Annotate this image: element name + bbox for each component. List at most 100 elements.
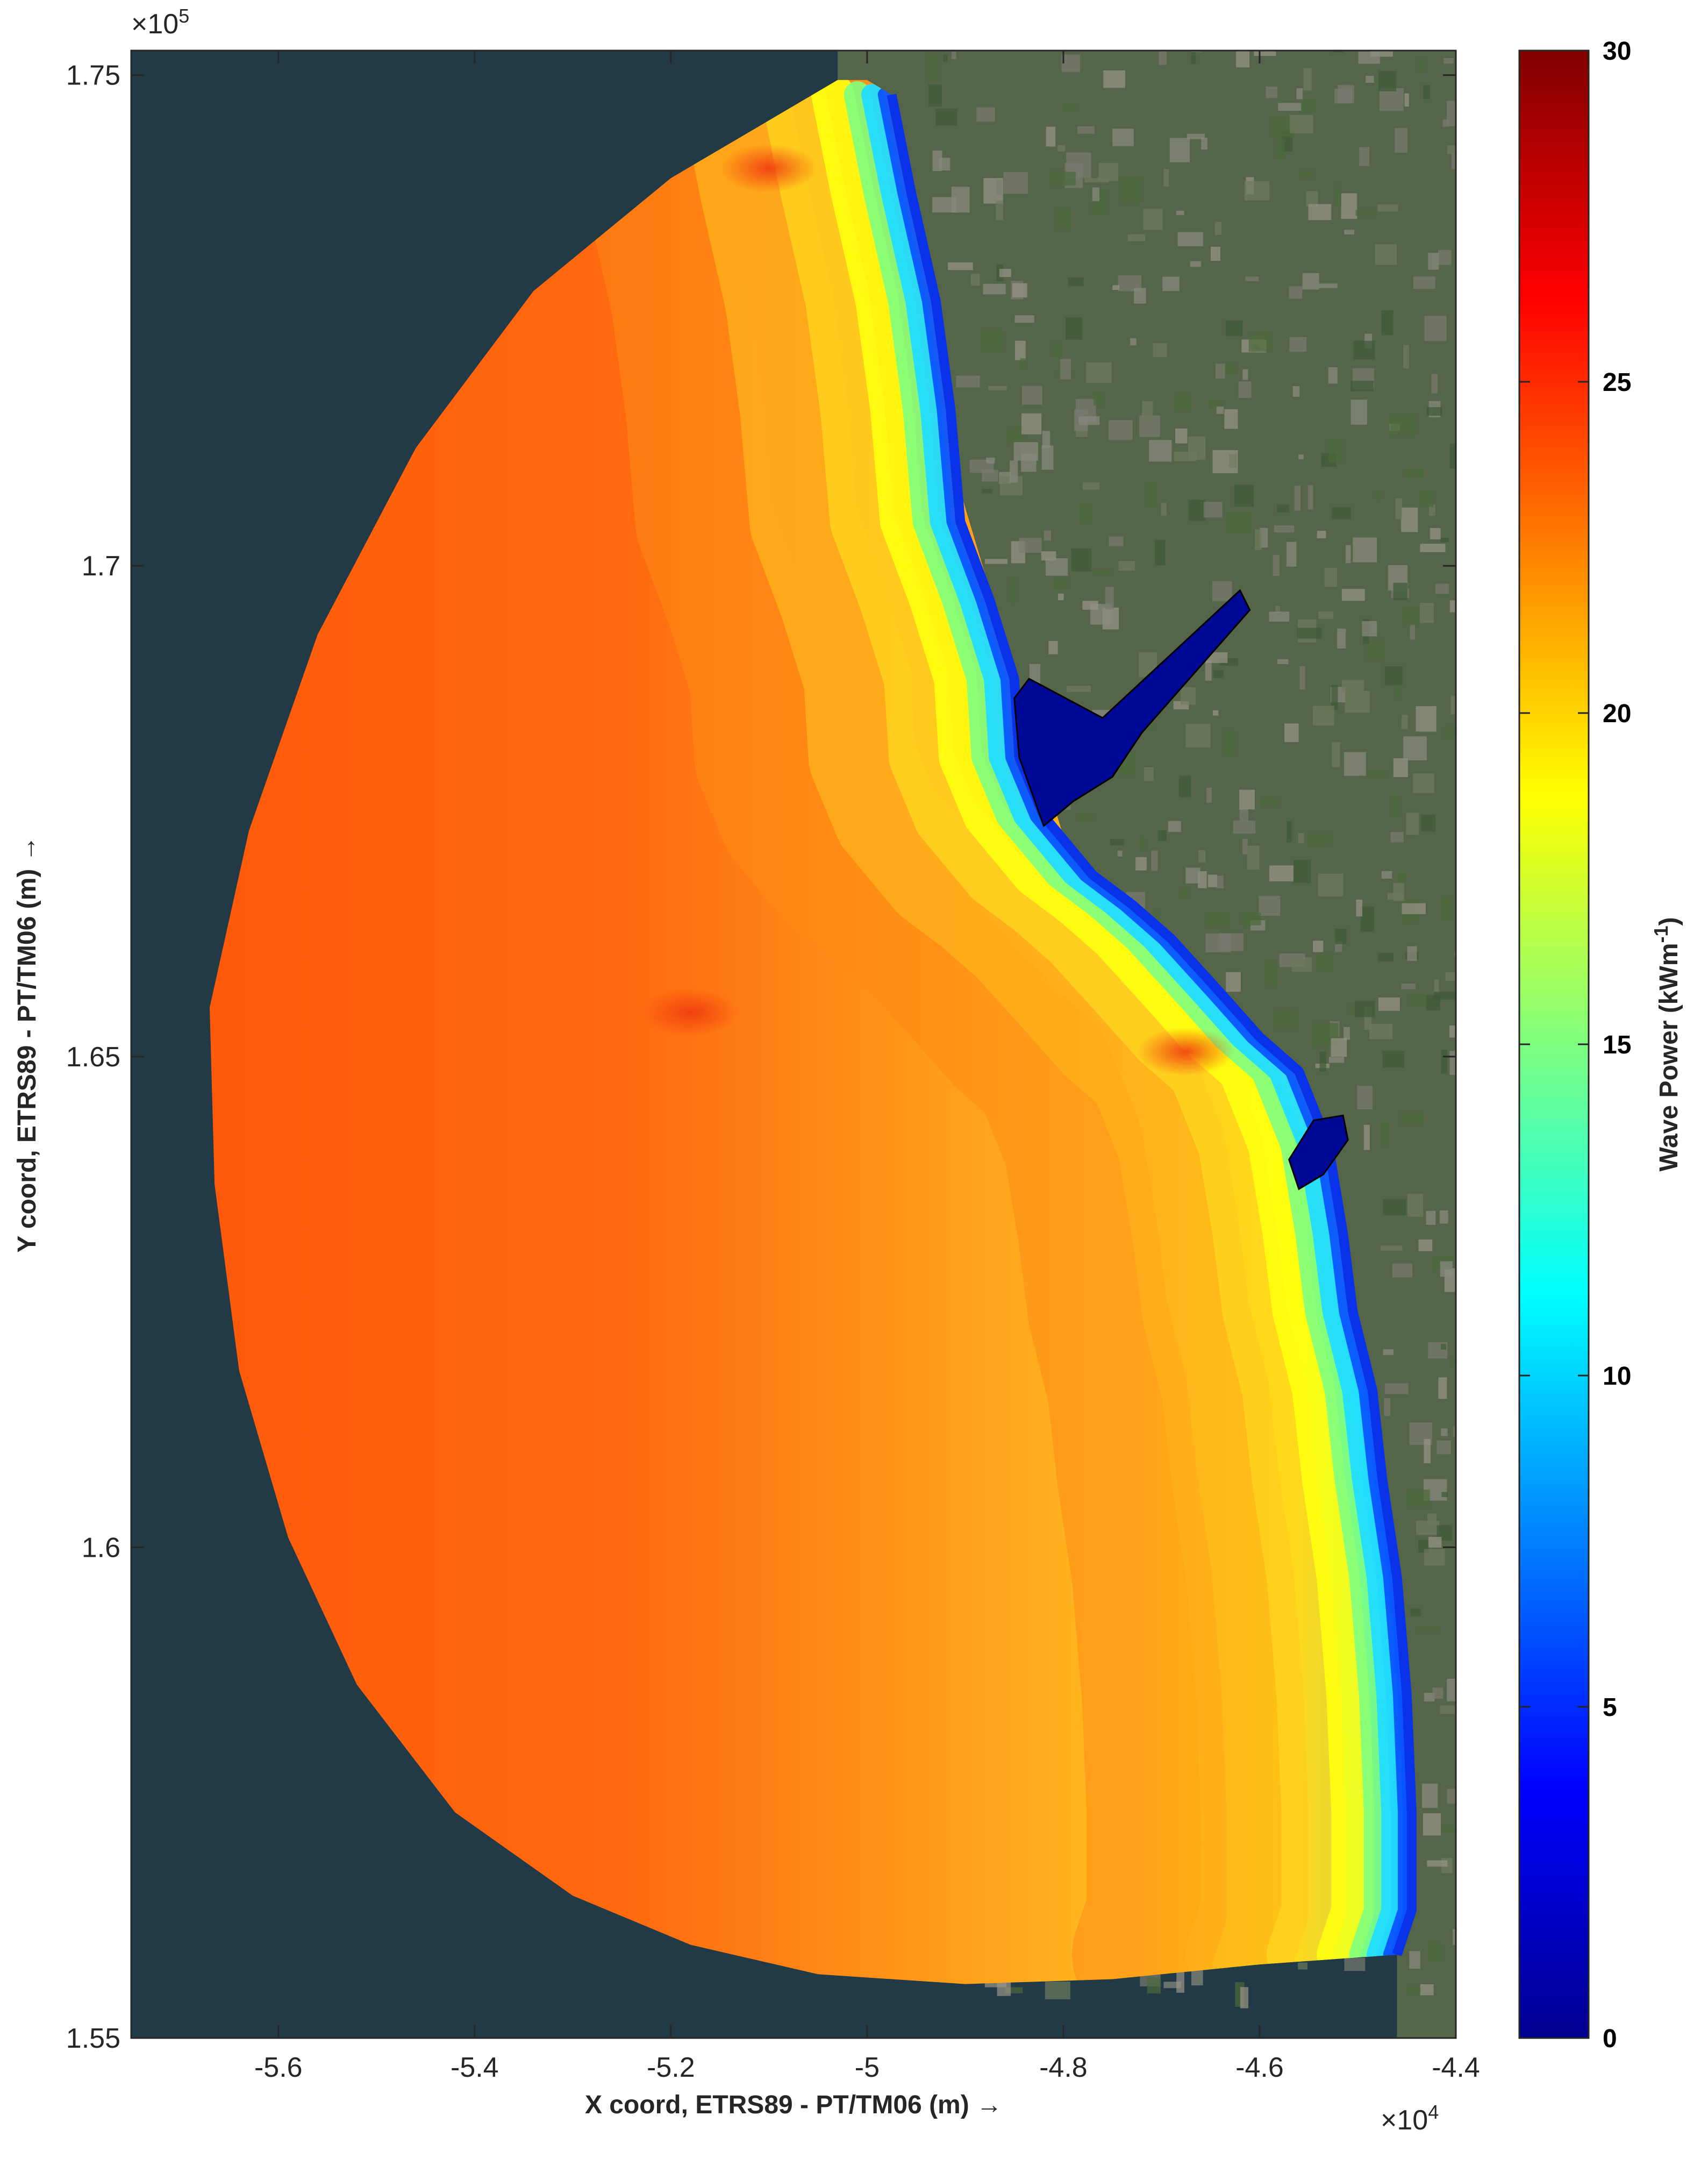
x-tick-label: -4.6 — [1235, 2052, 1284, 2083]
harbour-basin-south — [1288, 1114, 1349, 1191]
land-texture-block — [1176, 1970, 1184, 1993]
land-texture-block — [1406, 813, 1419, 835]
land-texture-block — [1450, 695, 1456, 715]
land-texture-block — [1163, 1982, 1182, 1989]
y-axis-ticks: 1.55 1.6 1.65 1.7 1.75 — [66, 60, 1456, 2054]
land-texture-block — [1393, 582, 1407, 600]
land-texture-block — [1204, 502, 1223, 518]
wave-power-hotspot — [642, 988, 739, 1037]
land-texture-block — [1343, 752, 1366, 776]
y-tick-label: 1.6 — [82, 1532, 120, 1563]
land-texture-block — [1128, 29, 1138, 42]
wave-power-band — [861, 84, 1403, 1965]
land-texture-block — [1015, 444, 1021, 459]
land-texture-block — [1410, 995, 1432, 1006]
land-texture-block — [1451, 152, 1456, 169]
land-texture-block — [1212, 710, 1219, 716]
land-texture-block — [1068, 277, 1084, 287]
land-texture-block — [1447, 145, 1455, 154]
land-texture-block — [996, 180, 1002, 195]
land-texture-block — [1292, 386, 1300, 397]
land-texture-block — [1078, 814, 1094, 821]
land-texture-block — [1211, 246, 1220, 261]
land-texture-block — [1180, 687, 1196, 705]
land-texture-block — [1159, 51, 1167, 65]
land-texture-block — [1015, 340, 1026, 360]
land-texture-block — [1439, 1210, 1448, 1224]
land-texture-block — [1225, 320, 1243, 337]
land-texture-block — [1207, 874, 1217, 887]
land-texture-block — [1438, 1377, 1447, 1399]
land-texture-block — [1383, 1349, 1394, 1355]
land-texture-block — [1390, 832, 1404, 843]
land-texture-block — [1324, 567, 1338, 587]
land-texture-block — [1356, 899, 1363, 917]
land-texture-block — [1254, 51, 1276, 56]
x-tick-label: -4.4 — [1432, 2052, 1480, 2083]
land-texture-block — [1242, 369, 1248, 380]
land-texture-block — [1191, 51, 1196, 64]
colorbar-tick-label: 30 — [1603, 37, 1631, 66]
land-texture-block — [1342, 680, 1364, 692]
harbour-basin-north — [1013, 589, 1251, 828]
land-texture-block — [1431, 374, 1438, 394]
land-texture-block — [1362, 621, 1377, 637]
land-texture-block — [1296, 88, 1303, 99]
land-texture-block — [1423, 1813, 1441, 1836]
land-texture-block — [1201, 138, 1207, 150]
land-texture-block — [1395, 498, 1403, 519]
land-texture-block — [1381, 310, 1393, 336]
land-texture-block — [1349, 1004, 1355, 1012]
surf-zone-strip — [887, 94, 1417, 1956]
land-texture-block — [1391, 796, 1399, 817]
land-texture-block — [1449, 600, 1456, 612]
land-texture-block — [1112, 129, 1134, 146]
land-texture-block — [1412, 773, 1434, 793]
x-tick-label: -5.6 — [254, 2052, 303, 2083]
land-texture-block — [976, 107, 995, 122]
land-texture-block — [1242, 838, 1248, 854]
land-texture-block — [1418, 1239, 1433, 1251]
land-texture-block — [1332, 742, 1340, 767]
land-texture-block — [1105, 587, 1114, 610]
land-texture-block — [1206, 787, 1212, 803]
y-axis-exponent: ×105 — [131, 5, 189, 40]
land-texture-block — [1403, 345, 1410, 369]
land-texture-block — [1393, 883, 1404, 901]
land-texture-block — [1020, 358, 1026, 370]
land-texture-block — [1362, 771, 1387, 776]
land-texture-block — [1189, 500, 1206, 521]
land-texture-block — [1098, 162, 1118, 181]
land-texture-block — [1437, 1441, 1451, 1455]
land-texture-block — [1082, 601, 1098, 610]
land-texture-block — [1275, 605, 1281, 614]
land-texture-block — [1146, 482, 1157, 508]
colorbar-tick-label: 10 — [1603, 1362, 1631, 1391]
land-texture-block — [1042, 431, 1050, 448]
land-texture-block — [1299, 171, 1314, 178]
land-texture-block — [1269, 865, 1293, 882]
land-texture-block — [1378, 71, 1397, 91]
land-texture-block — [1127, 234, 1146, 241]
land-texture-block — [1198, 850, 1206, 863]
land-texture-block — [1341, 589, 1365, 601]
land-texture-block — [1447, 1678, 1456, 1701]
land-texture-block — [1390, 415, 1416, 435]
land-texture-block — [1413, 276, 1435, 289]
land-texture-block — [1318, 873, 1343, 897]
land-texture-block — [1259, 895, 1281, 916]
y-axis-title: Y coord, ETRS89 - PT/TM06 (m) → — [13, 836, 41, 1252]
land-texture-block — [1441, 1050, 1447, 1074]
land-texture-block — [1424, 1439, 1431, 1464]
land-texture-block — [1063, 103, 1077, 112]
y-tick-label: 1.7 — [82, 551, 120, 582]
land-texture-block — [988, 386, 1007, 390]
land-texture-block — [1175, 428, 1188, 444]
land-texture-block — [1297, 628, 1322, 639]
land-texture-block — [1341, 193, 1357, 219]
land-texture-block — [1247, 845, 1260, 870]
land-texture-block — [1238, 381, 1252, 398]
land-texture-block — [1377, 204, 1398, 212]
land-texture-block — [1221, 364, 1235, 374]
land-texture-block — [1303, 68, 1312, 91]
